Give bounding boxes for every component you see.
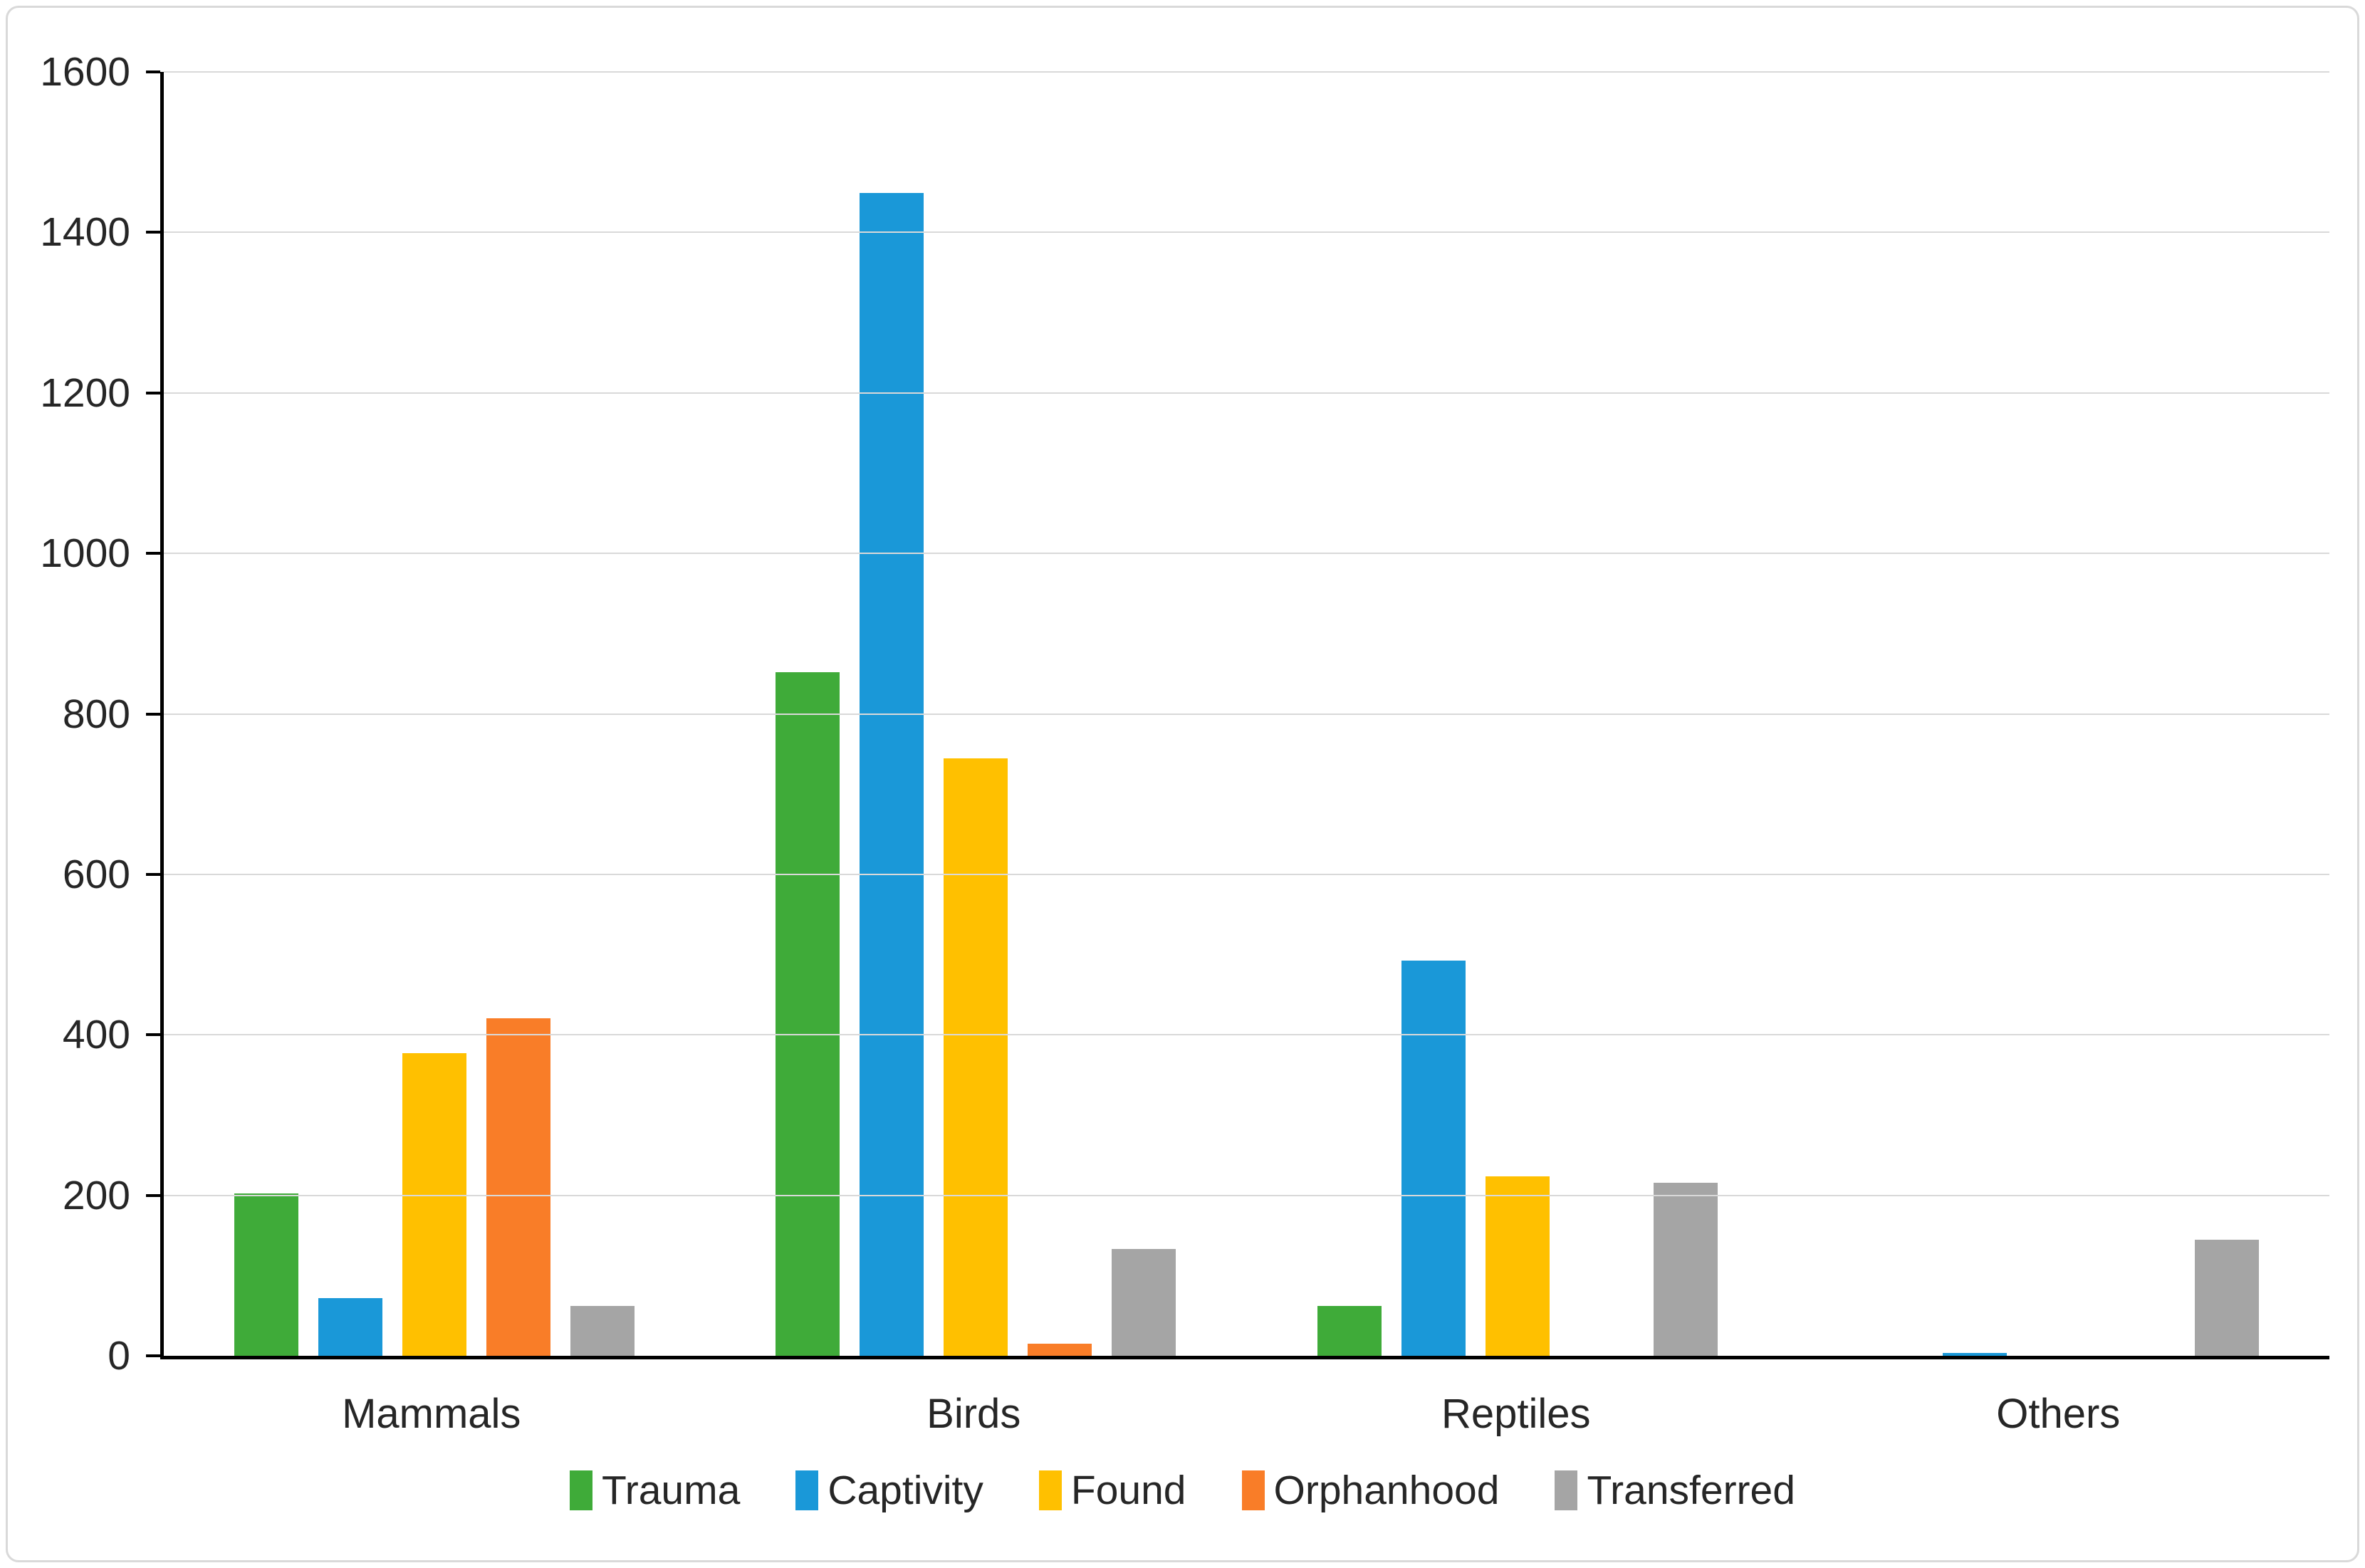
y-tick-mark-1000 (146, 552, 160, 555)
bar-captivity-others (1942, 1352, 2007, 1356)
bar-found-birds (944, 758, 1008, 1356)
bar-transferred-mammals (570, 1306, 635, 1356)
legend-label-captivity: Captivity (828, 1468, 983, 1513)
gridline-800 (164, 713, 2329, 715)
gridline-1200 (164, 392, 2329, 394)
gridline-1600 (164, 71, 2329, 73)
bar-group-mammals (164, 72, 705, 1356)
y-axis-tick-label-1600: 1600 (40, 49, 130, 95)
chart-frame: 0 200 400 600 800 1000 1200 1400 1600 Mammals Bir… (6, 6, 2359, 1562)
x-axis-category-label-mammals: Mammals (342, 1391, 521, 1437)
legend-item-trauma: Trauma (570, 1467, 740, 1514)
bar-found-reptiles (1485, 1176, 1550, 1356)
y-axis-tick-label-1200: 1200 (40, 370, 130, 416)
bar-transferred-birds (1112, 1249, 1176, 1356)
y-axis-tick-label-600: 600 (62, 851, 130, 897)
x-axis-category-label-reptiles: Reptiles (1441, 1391, 1591, 1437)
bar-captivity-reptiles (1401, 960, 1466, 1356)
legend-item-found: Found (1038, 1467, 1186, 1514)
bar-group-others (1788, 72, 2329, 1356)
bar-trauma-birds (776, 671, 840, 1356)
legend-marker-found (1038, 1470, 1062, 1510)
legend-marker-transferred (1555, 1470, 1578, 1510)
legend-marker-captivity (795, 1470, 819, 1510)
y-tick-mark-800 (146, 712, 160, 716)
bar-orphanhood-birds (1028, 1344, 1092, 1356)
bar-captivity-mammals (318, 1297, 383, 1356)
bar-group-reptiles (1247, 72, 1788, 1356)
gridline-1400 (164, 231, 2329, 234)
legend-label-found: Found (1070, 1468, 1186, 1513)
bar-trauma-reptiles (1317, 1306, 1382, 1356)
gridline-600 (164, 873, 2329, 875)
y-tick-mark-0 (146, 1354, 160, 1357)
legend-item-transferred: Transferred (1555, 1467, 1795, 1514)
y-tick-mark-1400 (146, 231, 160, 234)
bar-found-mammals (402, 1053, 467, 1356)
legend-marker-trauma (570, 1470, 593, 1510)
y-axis-tick-label-0: 0 (108, 1333, 130, 1379)
y-tick-mark-1200 (146, 391, 160, 394)
y-tick-mark-600 (146, 872, 160, 876)
gridline-400 (164, 1034, 2329, 1036)
y-tick-mark-200 (146, 1193, 160, 1197)
bar-group-birds (705, 72, 1246, 1356)
y-axis-tick-label-400: 400 (62, 1012, 130, 1058)
gridline-200 (164, 1194, 2329, 1196)
y-axis-tick-label-1400: 1400 (40, 209, 130, 256)
bar-captivity-birds (860, 193, 924, 1356)
y-axis-labels: 0 200 400 600 800 1000 1200 1400 1600 (8, 49, 130, 1379)
gridline-1000 (164, 553, 2329, 555)
bar-transferred-reptiles (1653, 1182, 1718, 1356)
bar-groups (164, 72, 2329, 1356)
x-axis-labels: Mammals Birds Reptiles Others (160, 1363, 2329, 1438)
bar-trauma-mammals (234, 1193, 299, 1356)
y-axis-tick-label-800: 800 (62, 691, 130, 737)
y-tick-mark-1600 (146, 70, 160, 73)
legend-item-captivity: Captivity (795, 1467, 983, 1514)
y-axis-tick-label-1000: 1000 (40, 530, 130, 577)
legend-marker-orphanhood (1241, 1470, 1265, 1510)
y-tick-mark-400 (146, 1033, 160, 1037)
x-axis-category-label-others: Others (1996, 1391, 2121, 1437)
y-axis-tick-label-200: 200 (62, 1172, 130, 1218)
bar-transferred-others (2194, 1239, 2259, 1356)
legend-label-trauma: Trauma (602, 1468, 741, 1513)
x-axis-category-label-birds: Birds (926, 1391, 1021, 1437)
legend-item-orphanhood: Orphanhood (1241, 1467, 1500, 1514)
legend: Trauma Captivity Found Orphanhood Transferre… (8, 1462, 2357, 1519)
legend-label-transferred: Transferred (1587, 1468, 1795, 1513)
plot-area (146, 70, 2329, 1359)
legend-label-orphanhood: Orphanhood (1273, 1468, 1500, 1513)
bar-orphanhood-mammals (486, 1018, 551, 1356)
